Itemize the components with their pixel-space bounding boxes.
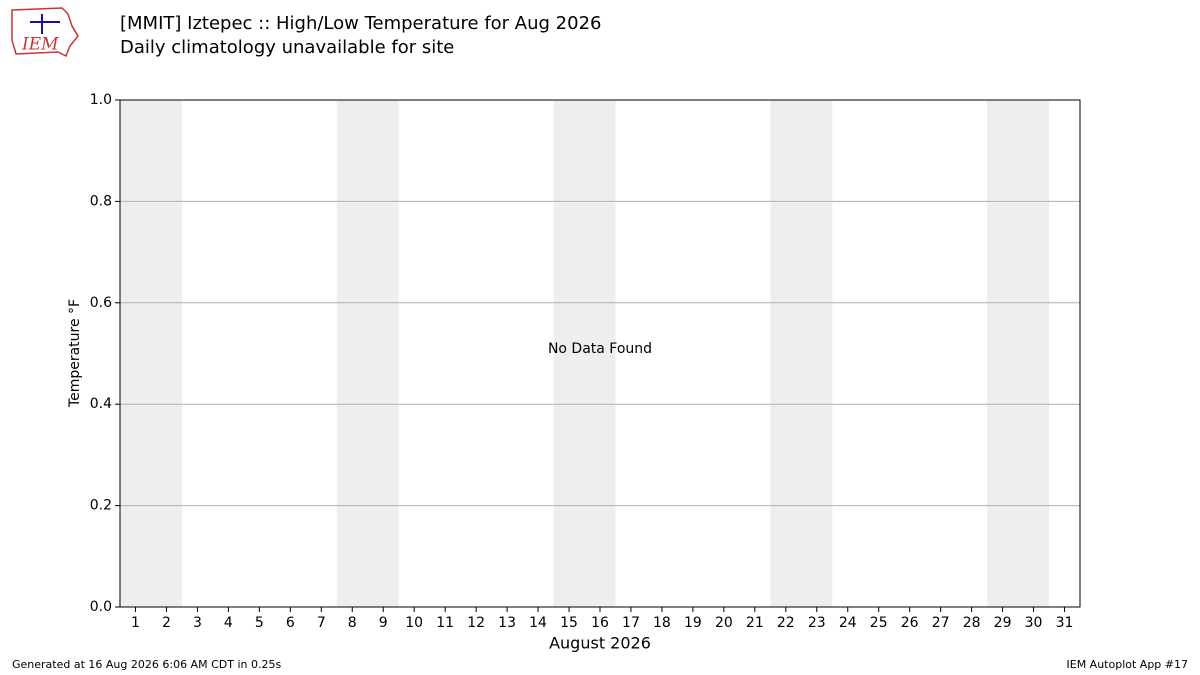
- footer-right: IEM Autoplot App #17: [1067, 658, 1189, 671]
- weekend-shade: [553, 100, 585, 607]
- logo-text: IEM: [21, 35, 59, 55]
- x-tick-label: 22: [777, 615, 795, 631]
- x-tick-label: 7: [317, 615, 326, 631]
- weekend-shade: [770, 100, 802, 607]
- x-tick-label: 19: [684, 615, 702, 631]
- x-tick-label: 5: [255, 615, 264, 631]
- x-tick-label: 8: [348, 615, 357, 631]
- x-tick-label: 20: [715, 615, 733, 631]
- y-tick-label: 0.0: [90, 599, 112, 615]
- y-tick-label: 0.2: [90, 498, 112, 514]
- x-tick-label: 21: [746, 615, 764, 631]
- y-tick-label: 1.0: [90, 92, 112, 108]
- weekend-shade: [1018, 100, 1050, 607]
- logo: IEM: [11, 7, 79, 58]
- x-tick-label: 6: [286, 615, 295, 631]
- x-tick-label: 26: [901, 615, 919, 631]
- x-tick-label: 1: [131, 615, 140, 631]
- x-tick-label: 29: [994, 615, 1012, 631]
- x-tick-label: 15: [560, 615, 578, 631]
- weekend-shade: [367, 100, 399, 607]
- x-tick-label: 3: [193, 615, 202, 631]
- y-tick-label: 0.4: [90, 396, 112, 412]
- x-tick-label: 2: [162, 615, 171, 631]
- chart-title: [MMIT] Iztepec :: High/Low Temperature f…: [120, 13, 601, 34]
- y-tick-label: 0.8: [90, 193, 112, 209]
- x-tick-label: 24: [839, 615, 857, 631]
- weekend-shade: [120, 100, 151, 607]
- x-tick-label: 18: [653, 615, 671, 631]
- x-tick-label: 13: [498, 615, 516, 631]
- weekend-shade: [150, 100, 182, 607]
- x-tick-label: 4: [224, 615, 233, 631]
- x-tick-label: 27: [932, 615, 950, 631]
- y-tick-label: 0.6: [90, 295, 112, 311]
- annotation: No Data Found: [548, 341, 652, 357]
- x-tick-label: 25: [870, 615, 888, 631]
- x-tick-label: 9: [379, 615, 388, 631]
- weekend-shade: [801, 100, 833, 607]
- x-tick-label: 11: [436, 615, 454, 631]
- x-axis-label: August 2026: [549, 634, 651, 653]
- x-tick-label: 10: [405, 615, 423, 631]
- weekend-shade: [584, 100, 616, 607]
- x-tick-label: 30: [1025, 615, 1043, 631]
- x-tick-label: 14: [529, 615, 547, 631]
- x-tick-label: 12: [467, 615, 485, 631]
- weekend-shade: [987, 100, 1019, 607]
- x-tick-label: 28: [963, 615, 981, 631]
- x-tick-label: 16: [591, 615, 609, 631]
- y-axis-label: Temperature °F: [67, 299, 83, 408]
- x-tick-label: 17: [622, 615, 640, 631]
- footer-left: Generated at 16 Aug 2026 6:06 AM CDT in …: [12, 658, 281, 671]
- x-tick-label: 31: [1056, 615, 1074, 631]
- x-tick-label: 23: [808, 615, 826, 631]
- weekend-shade: [336, 100, 368, 607]
- chart-subtitle: Daily climatology unavailable for site: [120, 37, 454, 58]
